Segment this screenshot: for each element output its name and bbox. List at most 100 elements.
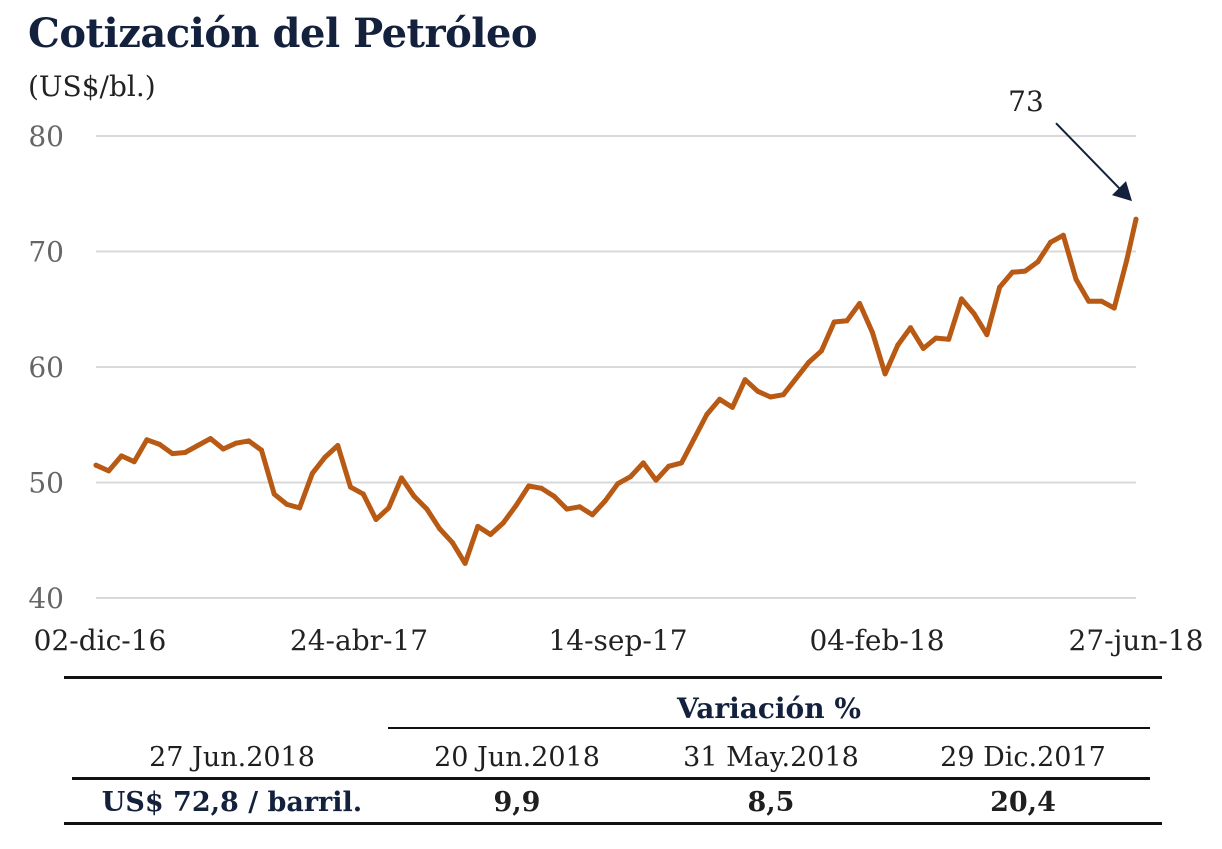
data-point xyxy=(589,512,595,518)
data-point xyxy=(959,296,964,302)
data-point xyxy=(997,284,1003,290)
data-point xyxy=(768,394,773,400)
data-point xyxy=(831,319,837,325)
price-line-chart: 40 50 60 70 80 02-dic-16 24-abr-17 14-sep-17 04… xyxy=(28,85,1204,657)
data-point xyxy=(666,463,672,469)
column-header-2: 31 May.2018 xyxy=(683,742,859,773)
data-point xyxy=(360,491,366,497)
unit-label: (US$/bl.) xyxy=(28,70,156,103)
column-header-1: 20 Jun.2018 xyxy=(434,742,600,773)
data-point xyxy=(551,493,557,499)
chart-title: Cotización del Petróleo xyxy=(28,10,538,57)
data-point xyxy=(895,342,901,348)
data-point xyxy=(1124,257,1130,263)
data-point xyxy=(131,459,137,465)
y-tick-label-50: 50 xyxy=(28,467,64,500)
data-point xyxy=(246,438,252,444)
peak-annotation: 73 xyxy=(1008,85,1132,202)
data-point xyxy=(348,484,353,490)
data-point xyxy=(971,311,977,317)
column-header-3: 29 Dic.2017 xyxy=(940,742,1106,773)
variation-ytd-cell: 20,4 xyxy=(990,787,1056,818)
data-point xyxy=(399,475,404,481)
data-point xyxy=(615,481,621,487)
data-point xyxy=(297,505,303,511)
data-point xyxy=(1048,239,1053,245)
x-tick-label-0: 02-dic-16 xyxy=(34,624,167,657)
y-tick-label-80: 80 xyxy=(28,120,64,153)
data-point xyxy=(373,517,379,522)
data-point xyxy=(106,468,112,474)
column-header-0: 27 Jun.2018 xyxy=(149,742,315,773)
data-point xyxy=(475,523,481,529)
group-header-rule xyxy=(388,727,1150,729)
variation-group-header: Variación % xyxy=(677,692,861,725)
data-point xyxy=(908,325,913,331)
data-point xyxy=(309,470,315,476)
data-point xyxy=(869,329,875,335)
data-point xyxy=(691,436,697,442)
data-point xyxy=(424,506,430,512)
price-value-cell: US$ 72,8 / barril. xyxy=(101,787,363,818)
data-point xyxy=(628,474,633,480)
x-axis-ticks: 02-dic-16 24-abr-17 14-sep-17 04-feb-18 27-j… xyxy=(34,624,1204,657)
x-tick-label-4: 27-jun-18 xyxy=(1069,624,1204,657)
table-top-rule xyxy=(64,676,1162,679)
header-rule xyxy=(72,777,1150,780)
data-point xyxy=(729,404,735,410)
data-point xyxy=(920,346,926,351)
data-point xyxy=(819,348,824,354)
annotation-arrow-head xyxy=(1112,181,1132,202)
data-point xyxy=(882,371,888,377)
data-point xyxy=(513,503,519,509)
data-point xyxy=(437,526,443,532)
data-point xyxy=(488,532,493,537)
data-point xyxy=(653,477,659,483)
x-tick-label-1: 24-abr-17 xyxy=(290,624,428,657)
data-point xyxy=(857,301,863,306)
data-point xyxy=(1035,259,1041,265)
data-point xyxy=(411,493,417,499)
annotation-arrow-line xyxy=(1055,122,1127,196)
data-point xyxy=(640,460,646,466)
data-point xyxy=(1086,298,1092,304)
data-point xyxy=(220,446,226,452)
data-point xyxy=(259,447,264,453)
data-point xyxy=(462,560,468,566)
data-point xyxy=(144,437,150,443)
data-point xyxy=(946,336,952,342)
x-tick-label-3: 04-feb-18 xyxy=(809,624,944,657)
data-point xyxy=(169,451,175,457)
data-point xyxy=(271,491,277,497)
data-point xyxy=(449,540,455,546)
data-point xyxy=(564,506,570,512)
variation-month-cell: 8,5 xyxy=(747,787,795,818)
data-point xyxy=(157,441,163,447)
data-point xyxy=(717,396,723,402)
variation-week-cell: 9,9 xyxy=(493,787,541,818)
data-point xyxy=(806,359,812,365)
data-point xyxy=(386,505,392,511)
data-point xyxy=(1009,269,1015,275)
gridlines xyxy=(96,135,1136,599)
y-tick-label-40: 40 xyxy=(28,582,64,615)
data-point xyxy=(119,453,124,459)
data-point xyxy=(755,388,761,394)
data-point xyxy=(335,443,341,448)
data-point xyxy=(742,377,748,383)
data-point xyxy=(933,335,939,341)
data-point xyxy=(577,504,583,510)
data-point xyxy=(500,520,506,526)
data-point xyxy=(233,440,239,446)
data-point xyxy=(284,501,290,507)
data-point xyxy=(679,460,684,466)
data-point xyxy=(780,392,786,398)
table-bottom-rule xyxy=(64,822,1162,825)
annotation-label: 73 xyxy=(1008,85,1044,118)
series-group xyxy=(93,216,1139,566)
data-point xyxy=(182,450,188,455)
data-point xyxy=(844,318,850,324)
data-point xyxy=(1133,216,1139,222)
data-point xyxy=(1060,232,1066,238)
